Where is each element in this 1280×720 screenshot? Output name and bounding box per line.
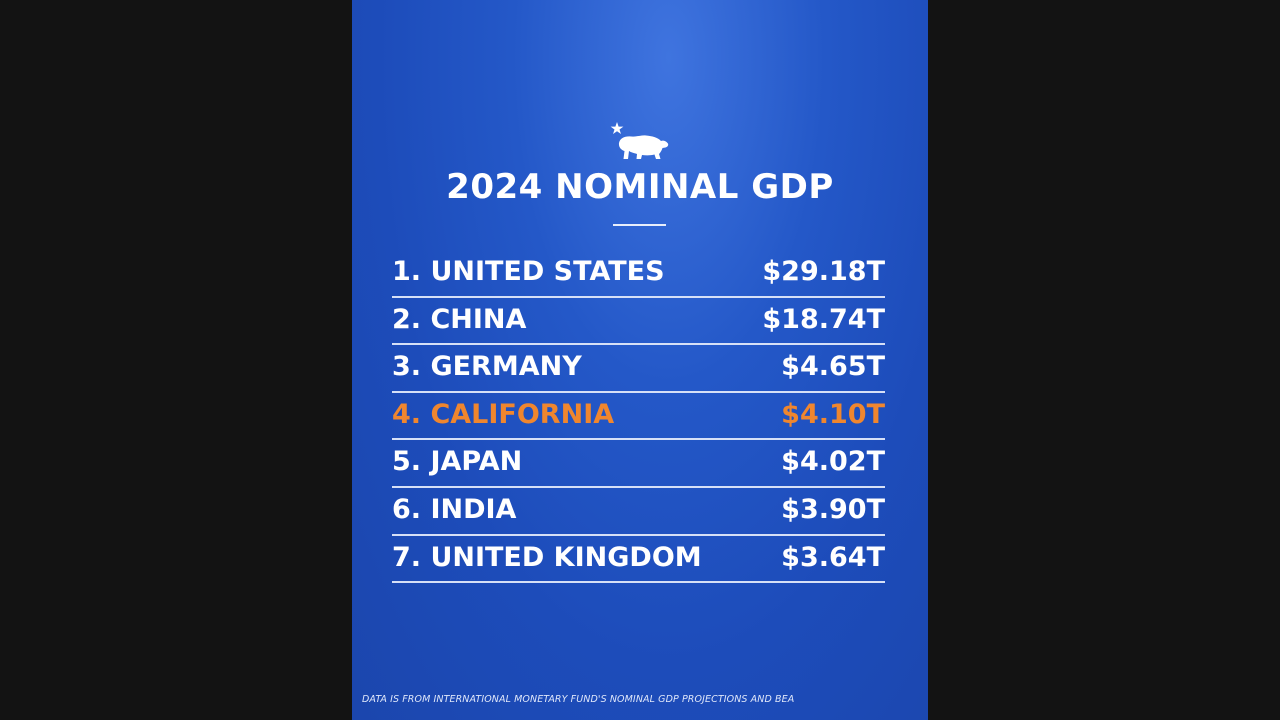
title-divider bbox=[613, 224, 666, 226]
gdp-value-label: $3.90T bbox=[781, 493, 885, 525]
country-name-label: 7. UNITED KINGDOM bbox=[392, 541, 702, 573]
gdp-value-label: $29.18T bbox=[762, 256, 885, 287]
country-name-label: 4. CALIFORNIA bbox=[392, 398, 615, 430]
gdp-value-label: $4.02T bbox=[781, 446, 885, 478]
gdp-value-label: $4.10T bbox=[781, 398, 885, 430]
gdp-ranking-card: 2024 NOMINAL GDP 1. UNITED STATES $29.18T… bbox=[352, 0, 928, 720]
chart-title: 2024 NOMINAL GDP bbox=[446, 167, 834, 207]
gdp-row-5: 5. JAPAN $4.02T bbox=[392, 440, 885, 488]
source-footnote: DATA IS FROM INTERNATIONAL MONETARY FUND… bbox=[362, 694, 795, 705]
gdp-row-4: 4. CALIFORNIA $4.10T bbox=[392, 393, 885, 441]
gdp-row-2: 2. CHINA $18.74T bbox=[392, 298, 885, 346]
gdp-row-6: 6. INDIA $3.90T bbox=[392, 488, 885, 536]
country-name-label: 1. UNITED STATES bbox=[392, 256, 665, 287]
gdp-row-7: 7. UNITED KINGDOM $3.64T bbox=[392, 536, 885, 584]
gdp-value-label: $4.65T bbox=[781, 351, 885, 383]
country-name-label: 6. INDIA bbox=[392, 493, 517, 525]
country-name-label: 2. CHINA bbox=[392, 303, 527, 335]
country-name-label: 3. GERMANY bbox=[392, 351, 582, 383]
gdp-row-3: 3. GERMANY $4.65T bbox=[392, 345, 885, 393]
gdp-value-label: $3.64T bbox=[781, 541, 885, 573]
gdp-ranking-list: 1. UNITED STATES $29.18T 2. CHINA $18.74T 3.… bbox=[392, 250, 885, 584]
gdp-value-label: $18.74T bbox=[762, 303, 885, 335]
country-name-label: 5. JAPAN bbox=[392, 446, 523, 478]
gdp-row-1: 1. UNITED STATES $29.18T bbox=[392, 250, 885, 298]
california-bear-star-icon bbox=[610, 122, 669, 159]
